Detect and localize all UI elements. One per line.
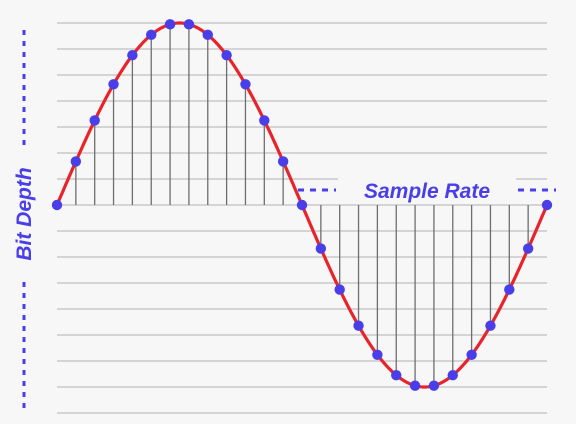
sample-point	[353, 320, 364, 331]
sample-point	[259, 115, 270, 126]
sample-point	[108, 79, 119, 90]
sample-point	[146, 29, 157, 41]
sample-point	[334, 284, 345, 295]
sample-rate-label: Sample Rate	[364, 180, 490, 203]
sample-point	[127, 50, 138, 61]
sample-rate-label-group: Sample Rate	[298, 176, 556, 204]
sample-point	[202, 29, 213, 41]
sample-point	[485, 320, 496, 331]
sample-point	[466, 349, 477, 360]
bit-depth-label-group: Bit Depth	[13, 30, 36, 410]
sample-point	[164, 19, 176, 30]
sample-point	[183, 19, 195, 30]
bit-depth-label: Bit Depth	[13, 167, 36, 260]
sample-point	[504, 284, 515, 295]
sample-point	[447, 369, 458, 381]
bit-depth-level-lines	[57, 22, 547, 414]
sample-point	[315, 243, 327, 254]
sample-point	[428, 380, 440, 391]
sample-point	[70, 156, 82, 167]
sample-point	[372, 349, 383, 360]
sample-point	[541, 199, 553, 211]
sample-point	[277, 156, 289, 167]
sample-point	[296, 199, 308, 211]
sample-stem-lines	[75, 24, 529, 386]
sample-point	[391, 369, 402, 381]
sample-point	[409, 380, 421, 391]
sample-rate-label-backdrop	[338, 176, 516, 204]
sample-point	[240, 79, 251, 90]
sample-points	[51, 19, 553, 391]
sample-point	[522, 243, 534, 254]
sample-point	[221, 50, 232, 61]
sample-point	[89, 115, 100, 126]
sample-point	[51, 199, 63, 211]
